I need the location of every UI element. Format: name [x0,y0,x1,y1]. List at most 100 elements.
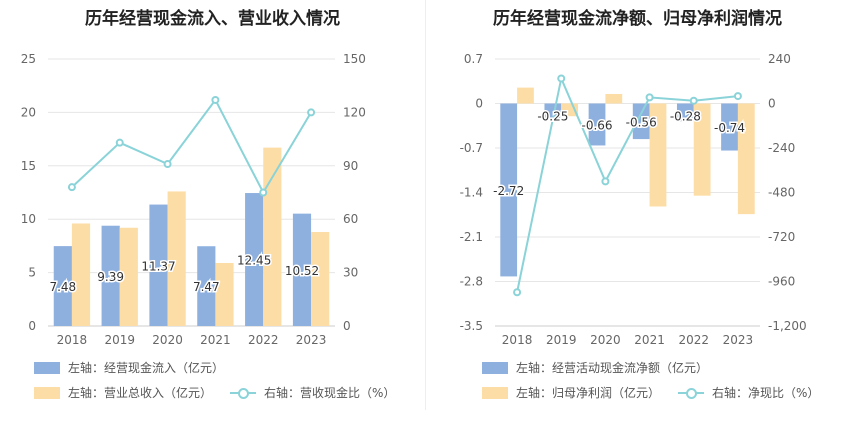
bar-data-label: 7.48 [49,280,76,294]
bar-primary [676,103,694,122]
left-legend-row-2: 左轴：营业总收入（亿元） 右轴：营收现金比（%） [34,384,413,401]
bar-primary [149,204,168,326]
bar-primary [500,103,518,277]
legend-item-net-cash-ratio[interactable]: 右轴：净现比（%） [678,384,819,401]
left-chart-title: 历年经营现金流入、营业收入情况 [85,9,340,29]
bar-secondary [71,223,91,326]
left-axis-tick-label: 15 [21,159,36,173]
legend-item-revenue[interactable]: 左轴：营业总收入（亿元） [34,384,212,401]
legend-swatch [482,386,508,399]
legend-item-net-profit[interactable]: 左轴：归母净利润（亿元） [482,384,660,401]
legend-swatch [34,361,60,374]
right-chart-title: 历年经营现金流净额、归母净利润情况 [493,9,782,29]
right-axis-tick-label: -1,200 [768,319,807,333]
line-point [557,74,566,83]
bar-data-label: 12.45 [237,254,271,268]
bar-secondary [311,232,330,326]
bar-secondary [215,262,234,326]
legend-label: 左轴：归母净利润（亿元） [516,386,661,400]
line-point [645,93,654,102]
bar-primary [53,246,72,326]
bar-primary [721,103,738,151]
x-axis-tick-label: 2023 [296,333,327,347]
x-axis-tick-label: 2019 [104,333,135,347]
right-axis-tick-label: 0 [343,319,351,333]
left-legend-row-1: 左轴：经营现金流入（亿元） [34,359,242,376]
right-axis-tick-label: 240 [768,52,791,66]
left-chart-plot: 0 5 10 15 20 25 0 30 60 90 120 150 2018 2019 2020 2021 2… [21,52,366,347]
series-line [71,98,312,195]
left-axis-tick-label: 0.7 [464,52,483,66]
left-axis-tick-label: -1.4 [460,186,483,200]
series-line [516,75,739,293]
line-point [211,95,220,104]
right-axis-tick-label: 30 [343,266,358,280]
right-axis-tick-label: 0 [768,97,776,111]
line-point [67,183,76,192]
x-axis-tick-label: 2022 [678,333,709,347]
right-axis-tick-label: -480 [768,186,795,200]
left-chart-panel: 历年经营现金流入、营业收入情况 0 5 10 15 20 25 0 30 60 90 120 150 2… [21,9,413,401]
legend-line-icon [678,387,705,399]
bar-primary [632,103,650,140]
legend-line-icon [230,387,257,399]
bar-secondary [693,103,711,196]
line-point [733,92,742,101]
x-axis-tick-label: 2022 [248,333,279,347]
bar-secondary [737,103,755,215]
line-point [513,288,522,297]
bar-data-label: 10.52 [285,264,319,278]
legend-swatch [34,386,60,399]
right-axis-tick-label: -960 [768,275,795,289]
line-point [259,188,268,197]
right-axis-tick-label: -720 [768,230,795,244]
right-axis-tick-label: -240 [768,141,795,155]
bar-data-label: -0.74 [714,121,745,135]
left-axis-tick-label: 5 [28,266,36,280]
x-axis-tick-label: 2021 [200,333,231,347]
bar-data-label: -0.25 [537,110,568,124]
line-point [307,108,316,117]
bar-secondary [517,87,534,104]
bar-primary [245,193,264,326]
bar-secondary [119,227,138,326]
legend-label: 右轴：净现比（%） [712,386,820,400]
legend-label: 左轴：经营现金流入（亿元） [68,361,225,375]
bar-secondary [263,147,282,326]
line-point [689,96,698,105]
left-axis-tick-label: -2.8 [460,275,483,289]
legend-item-revenue-cash-ratio[interactable]: 右轴：营收现金比（%） [230,384,395,401]
bar-data-label: 7.47 [193,280,220,294]
right-axis-tick-label: 150 [343,52,366,66]
bar-primary [101,225,120,326]
left-axis-tick-label: 20 [21,105,36,119]
left-axis-tick-label: -2.1 [460,230,483,244]
bar-data-label: -2.72 [493,184,524,198]
line-point [163,160,172,169]
bar-data-label: -0.56 [626,115,657,129]
left-axis-tick-label: 0 [28,319,36,333]
x-axis-tick-label: 2021 [634,333,665,347]
bar-data-label: 9.39 [97,270,124,284]
x-axis-tick-label: 2023 [723,333,754,347]
legend-item-net-operating-cash[interactable]: 左轴：经营活动现金流净额（亿元） [482,359,708,376]
panel-divider [425,0,426,410]
bar-primary [197,246,216,326]
bar-data-label: -0.66 [581,118,612,132]
right-axis-tick-label: 120 [343,105,366,119]
x-axis-tick-label: 2020 [590,333,621,347]
bar-primary [588,103,606,146]
legend-item-cash-inflow[interactable]: 左轴：经营现金流入（亿元） [34,359,224,376]
bar-secondary [605,93,623,104]
left-axis-tick-label: -0.7 [460,141,483,155]
bar-primary [292,213,312,326]
legend-swatch [482,361,508,374]
left-axis-tick-label: 10 [21,212,36,226]
x-axis-tick-label: 2019 [546,333,577,347]
legend-label: 左轴：经营活动现金流净额（亿元） [516,361,709,375]
legend-label: 右轴：营收现金比（%） [264,386,396,400]
bar-data-label: -0.28 [670,110,701,124]
right-chart-plot: -3.5 -2.8 -2.1 -1.4 -0.7 0 0.7 -1,200 -960 -720 -4… [460,52,807,347]
right-axis-tick-label: 90 [343,159,358,173]
legend-label: 左轴：营业总收入（亿元） [68,386,213,400]
